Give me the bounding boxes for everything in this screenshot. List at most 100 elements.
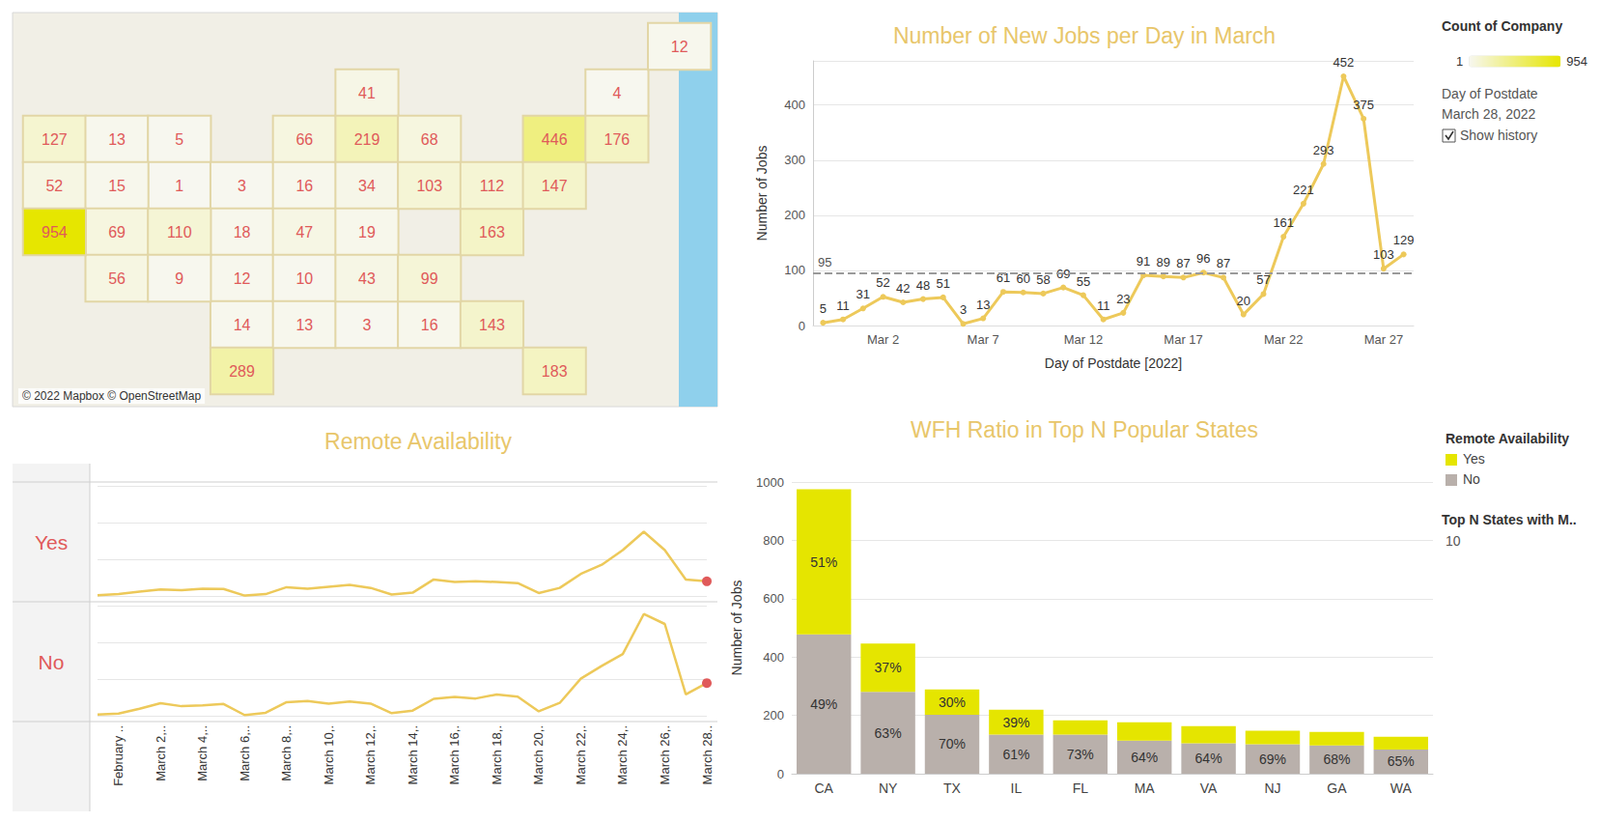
svg-text:0: 0 [798,318,806,334]
svg-text:Remote Availability: Remote Availability [1445,430,1570,447]
svg-text:87: 87 [1176,255,1190,271]
svg-text:March 24,.: March 24,. [615,725,630,785]
svg-text:12: 12 [671,38,689,56]
svg-text:1000: 1000 [756,475,785,490]
svg-text:954: 954 [41,224,68,241]
svg-text:47: 47 [295,224,313,241]
svg-text:1: 1 [174,177,184,195]
svg-text:VA: VA [1200,780,1218,796]
svg-text:Yes: Yes [34,531,68,554]
svg-text:64%: 64% [1195,750,1223,766]
svg-text:No: No [38,650,65,674]
svg-text:March 4,..: March 4,.. [195,725,210,782]
svg-text:31: 31 [856,286,871,302]
svg-text:Yes: Yes [1462,450,1486,467]
svg-text:58: 58 [1036,272,1050,287]
svg-text:452: 452 [1333,55,1355,70]
svg-text:16: 16 [421,316,439,334]
svg-text:52: 52 [45,177,63,195]
svg-text:March 28, 2022: March 28, 2022 [1441,106,1536,122]
svg-text:13: 13 [976,297,990,312]
svg-text:© 2022 Mapbox © OpenStreetMap: © 2022 Mapbox © OpenStreetMap [22,389,201,403]
svg-text:69: 69 [108,224,126,241]
svg-text:100: 100 [784,262,806,278]
svg-text:103: 103 [416,177,443,195]
svg-text:147: 147 [541,177,568,195]
svg-text:Number of Jobs: Number of Jobs [754,145,770,242]
svg-text:64%: 64% [1130,749,1158,765]
svg-text:16: 16 [295,177,313,195]
svg-text:56: 56 [108,270,126,287]
svg-text:51%: 51% [810,554,838,570]
svg-text:MA: MA [1134,780,1156,796]
svg-text:March 8,..: March 8,.. [279,725,294,782]
svg-text:5: 5 [819,301,827,316]
svg-text:34: 34 [358,177,376,195]
svg-text:89: 89 [1156,254,1171,270]
svg-text:13: 13 [108,131,126,148]
svg-text:March 14,.: March 14,. [405,725,421,785]
svg-text:March 22,.: March 22,. [573,725,589,785]
svg-text:Mar 27: Mar 27 [1364,332,1404,347]
svg-text:61%: 61% [1002,746,1030,762]
svg-text:10: 10 [1445,533,1461,549]
svg-text:42: 42 [896,280,910,296]
svg-text:200: 200 [762,707,785,723]
svg-text:TX: TX [943,780,962,796]
svg-text:23: 23 [1116,291,1130,307]
svg-text:Top N States with M..: Top N States with M.. [1441,511,1577,528]
svg-text:Mar 22: Mar 22 [1263,332,1303,347]
svg-text:Mar 12: Mar 12 [1064,332,1103,347]
svg-text:446: 446 [541,131,568,148]
svg-text:IL: IL [1010,780,1023,796]
svg-text:68%: 68% [1322,751,1350,767]
svg-text:300: 300 [784,152,806,168]
svg-text:91: 91 [1136,253,1151,269]
svg-text:March 6,..: March 6,.. [237,725,253,782]
svg-text:WFH Ratio in Top N Popular Sta: WFH Ratio in Top N Popular States [910,417,1259,443]
svg-text:20: 20 [1236,293,1251,309]
svg-text:600: 600 [762,590,785,606]
svg-text:55: 55 [1076,274,1091,289]
svg-text:30%: 30% [938,694,966,710]
svg-text:43: 43 [358,270,376,287]
svg-text:CA: CA [814,780,834,796]
svg-text:9: 9 [174,270,184,287]
svg-text:200: 200 [784,207,806,223]
svg-text:11: 11 [1096,298,1111,313]
svg-text:March 20,.: March 20,. [531,725,546,785]
svg-text:37%: 37% [874,659,902,675]
svg-text:176: 176 [604,131,631,148]
svg-text:Count of Company: Count of Company [1441,18,1563,34]
svg-text:103: 103 [1373,247,1395,262]
svg-text:112: 112 [479,177,506,195]
svg-text:Number of New Jobs per Day in: Number of New Jobs per Day in March [893,23,1276,49]
svg-text:NY: NY [878,780,899,796]
svg-text:400: 400 [784,97,806,113]
svg-text:NJ: NJ [1263,780,1281,796]
svg-text:March 10,.: March 10,. [321,725,337,785]
svg-text:3: 3 [237,177,247,195]
svg-text:39%: 39% [1002,714,1030,730]
svg-text:51: 51 [936,276,951,291]
svg-text:Day of Postdate: Day of Postdate [1441,85,1539,102]
svg-text:96: 96 [1196,251,1210,266]
svg-text:66: 66 [295,131,313,148]
svg-text:73%: 73% [1066,746,1095,762]
svg-text:Show history: Show history [1459,127,1538,143]
svg-text:15: 15 [108,177,126,195]
svg-text:February ..: February .. [111,725,126,786]
svg-text:219: 219 [354,131,381,148]
svg-text:WA: WA [1390,780,1413,796]
svg-text:Mar 7: Mar 7 [967,332,1000,347]
svg-text:110: 110 [167,224,193,241]
svg-text:163: 163 [478,224,506,241]
svg-text:0: 0 [777,766,785,782]
svg-text:3: 3 [363,316,372,334]
svg-text:68: 68 [421,131,439,148]
svg-text:87: 87 [1216,255,1231,271]
svg-text:1: 1 [1456,54,1463,69]
svg-text:10: 10 [295,270,313,287]
svg-text:FL: FL [1072,780,1090,796]
svg-text:11: 11 [836,298,850,313]
